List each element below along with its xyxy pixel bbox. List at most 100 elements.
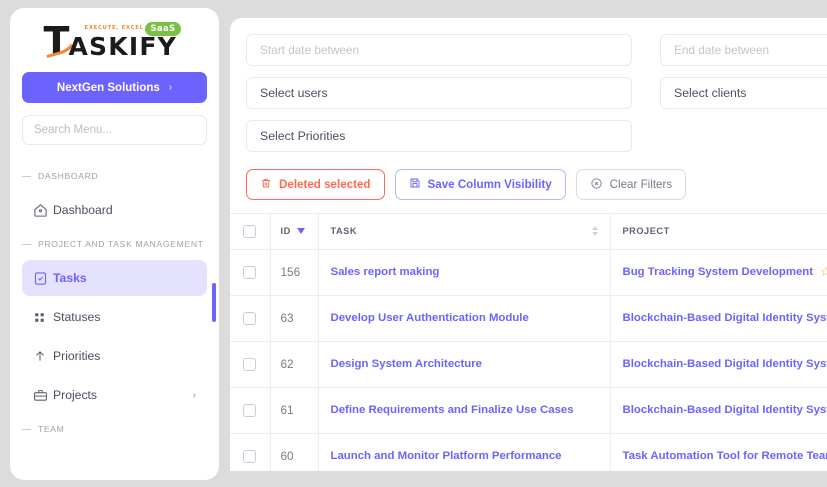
task-link[interactable]: Design System Architecture (330, 358, 483, 370)
trash-icon (260, 177, 272, 192)
sidebar-item-tasks[interactable]: Tasks (22, 260, 207, 296)
brand-logo[interactable]: T EXECUTE, EXCEL ASKIFY SaaS (10, 8, 219, 70)
delete-selected-button[interactable]: Deleted selected (246, 169, 385, 200)
row-checkbox[interactable] (243, 357, 257, 371)
header-task-label: TASK (330, 226, 358, 237)
header-project[interactable]: PROJECT (610, 214, 827, 250)
floppy-disk-icon (409, 177, 421, 192)
sidebar-section-team: TEAM (10, 416, 219, 442)
sidebar-item-label: Tasks (53, 271, 87, 285)
task-link[interactable]: Launch and Monitor Platform Performance (330, 450, 562, 462)
save-column-visibility-label: Save Column Visibility (427, 178, 552, 191)
task-link[interactable]: Develop User Authentication Module (330, 312, 529, 324)
chevron-right-icon: › (192, 389, 196, 401)
section-dash-icon (22, 175, 31, 177)
save-column-visibility-button[interactable]: Save Column Visibility (394, 169, 566, 200)
row-id-cell: 156 (270, 249, 319, 296)
row-select-cell[interactable] (230, 295, 271, 342)
sort-toggle-icon[interactable] (591, 226, 598, 237)
task-link[interactable]: Define Requirements and Finalize Use Cas… (330, 404, 574, 416)
org-switcher-label: NextGen Solutions (56, 81, 160, 94)
row-select-cell[interactable] (230, 433, 271, 471)
select-clients-field[interactable]: Select clients (660, 77, 827, 109)
tasks-table-head: ID TASK (230, 214, 827, 250)
main-content-panel: Select users Select clients Select Prior… (230, 18, 827, 471)
sidebar-menu: DASHBOARD Dashboard PROJECT AND TASK MAN… (10, 163, 219, 442)
start-date-field[interactable] (246, 34, 632, 66)
star-icon[interactable]: ☆ (820, 264, 827, 279)
tasks-table-body: 156 Sales report making Bug Tracking Sys… (230, 249, 827, 471)
row-id-cell: 62 (270, 341, 319, 388)
row-task-cell: Design System Architecture (318, 341, 611, 388)
row-project-cell: Blockchain-Based Digital Identity System (610, 295, 827, 342)
sidebar-item-label: Statuses (53, 310, 101, 324)
tasks-table-wrap: ID TASK (230, 213, 827, 471)
sidebar: T EXECUTE, EXCEL ASKIFY SaaS NextGen Sol… (10, 8, 219, 480)
row-select-cell[interactable] (230, 387, 271, 434)
sort-descending-icon[interactable] (296, 228, 305, 235)
row-project-cell: Task Automation Tool for Remote Teams (610, 433, 827, 471)
table-row[interactable]: 61 Define Requirements and Finalize Use … (230, 387, 827, 434)
sidebar-section-label: PROJECT AND TASK MANAGEMENT (38, 239, 204, 249)
project-link[interactable]: Blockchain-Based Digital Identity System (622, 404, 827, 416)
header-select-all[interactable] (230, 214, 271, 250)
row-project-cell: Blockchain-Based Digital Identity System (610, 387, 827, 434)
select-users-value: Select users (260, 86, 328, 100)
logo-tagline: EXECUTE, EXCEL (84, 25, 144, 31)
table-row[interactable]: 62 Design System Architecture Blockchain… (230, 341, 827, 388)
row-task-cell: Sales report making (318, 249, 611, 296)
row-select-cell[interactable] (230, 341, 271, 388)
toolbar-actions: Deleted selected Save Column Visibility (230, 163, 827, 200)
home-icon (33, 203, 53, 218)
row-project-cell: Blockchain-Based Digital Identity System (610, 341, 827, 388)
search-menu-box[interactable] (22, 115, 207, 145)
search-menu-input[interactable] (34, 124, 195, 136)
row-checkbox[interactable] (243, 265, 257, 279)
sidebar-item-projects[interactable]: Projects › (22, 377, 207, 413)
select-priorities-field[interactable]: Select Priorities (246, 120, 632, 152)
sidebar-scrollbar-thumb[interactable] (212, 283, 216, 322)
clear-filters-button[interactable]: Clear Filters (575, 169, 687, 200)
delete-selected-label: Deleted selected (279, 178, 371, 191)
sidebar-section-label: TEAM (38, 424, 65, 434)
filter-row-users-clients: Select users Select clients (246, 77, 827, 109)
project-link[interactable]: Task Automation Tool for Remote Teams (622, 450, 827, 462)
filters-area: Select users Select clients Select Prior… (230, 18, 827, 152)
clear-filters-label: Clear Filters (609, 178, 673, 191)
row-select-cell[interactable] (230, 249, 271, 296)
project-link[interactable]: Bug Tracking System Development (622, 266, 814, 278)
arrow-up-icon (33, 349, 53, 363)
org-switcher-button[interactable]: NextGen Solutions › (22, 72, 207, 103)
sidebar-item-label: Priorities (53, 349, 101, 363)
table-row[interactable]: 60 Launch and Monitor Platform Performan… (230, 433, 827, 471)
project-link[interactable]: Blockchain-Based Digital Identity System (622, 358, 827, 370)
table-row[interactable]: 156 Sales report making Bug Tracking Sys… (230, 249, 827, 296)
select-priorities-value: Select Priorities (260, 129, 346, 143)
select-users-field[interactable]: Select users (246, 77, 632, 109)
sidebar-item-statuses[interactable]: Statuses (22, 299, 207, 335)
select-clients-value: Select clients (674, 86, 747, 100)
row-checkbox[interactable] (243, 311, 257, 325)
sidebar-item-label: Dashboard (53, 203, 113, 217)
logo-wordmark: ASKIFY (68, 32, 177, 61)
sidebar-section-label: DASHBOARD (38, 171, 99, 181)
filter-row-priorities: Select Priorities (246, 120, 824, 152)
header-task[interactable]: TASK (318, 214, 611, 250)
sidebar-item-priorities[interactable]: Priorities (22, 338, 207, 374)
end-date-field[interactable] (660, 34, 827, 66)
row-checkbox[interactable] (243, 403, 257, 417)
header-id[interactable]: ID (270, 214, 319, 250)
task-link[interactable]: Sales report making (330, 266, 440, 278)
sidebar-section-dashboard: DASHBOARD (10, 163, 219, 189)
row-checkbox[interactable] (243, 449, 257, 463)
start-date-input[interactable] (260, 43, 618, 57)
sidebar-item-dashboard[interactable]: Dashboard (22, 192, 207, 228)
project-link[interactable]: Blockchain-Based Digital Identity System (622, 312, 827, 324)
table-header-row: ID TASK (230, 214, 827, 250)
table-row[interactable]: 63 Develop User Authentication Module Bl… (230, 295, 827, 342)
end-date-input[interactable] (674, 43, 827, 57)
header-id-label: ID (280, 226, 291, 237)
select-all-checkbox[interactable] (243, 224, 257, 238)
row-project-cell: Bug Tracking System Development ☆ (610, 249, 827, 296)
